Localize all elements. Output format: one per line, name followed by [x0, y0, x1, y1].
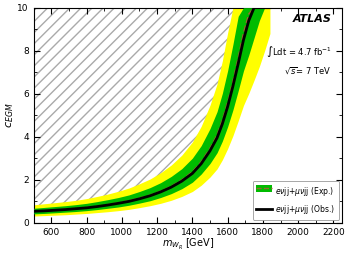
- Y-axis label: $c_{EGM}$: $c_{EGM}$: [4, 102, 16, 128]
- Text: ATLAS: ATLAS: [293, 14, 331, 24]
- X-axis label: $m_{W_R}$ [GeV]: $m_{W_R}$ [GeV]: [162, 237, 214, 252]
- Polygon shape: [34, 8, 270, 211]
- Text: $\sqrt{s}$= 7 TeV: $\sqrt{s}$= 7 TeV: [284, 66, 331, 77]
- Text: $\int$Ldt = 4.7 fb$^{-1}$: $\int$Ldt = 4.7 fb$^{-1}$: [266, 44, 331, 59]
- Legend: $e\nu$jj+$\mu\nu$jj (Exp.), $e\nu$jj+$\mu\nu$jj (Obs.): $e\nu$jj+$\mu\nu$jj (Exp.), $e\nu$jj+$\m…: [252, 181, 339, 220]
